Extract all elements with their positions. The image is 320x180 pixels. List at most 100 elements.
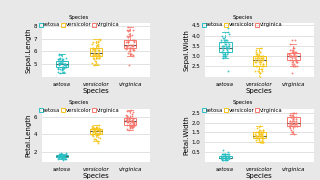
- Point: [61, 66, 67, 69]
- Point: [128, 119, 133, 122]
- Point: [126, 124, 131, 127]
- Point: [94, 56, 100, 59]
- Point: [287, 59, 292, 62]
- Point: [57, 154, 62, 157]
- Point: [259, 133, 264, 136]
- Y-axis label: Sepal.Length: Sepal.Length: [26, 27, 32, 73]
- Point: [290, 63, 295, 66]
- Point: [91, 130, 96, 132]
- Point: [96, 131, 101, 134]
- Legend: setosa, versicolor, virginica: setosa, versicolor, virginica: [39, 14, 120, 28]
- Point: [258, 135, 263, 138]
- Point: [288, 55, 293, 58]
- Point: [287, 125, 292, 128]
- Point: [56, 66, 61, 69]
- Point: [293, 65, 298, 68]
- Point: [130, 124, 135, 127]
- Point: [56, 154, 61, 157]
- Point: [254, 55, 260, 58]
- Point: [219, 157, 224, 159]
- Point: [90, 47, 95, 50]
- Point: [287, 53, 292, 56]
- Point: [124, 118, 129, 120]
- Point: [57, 52, 62, 55]
- Point: [260, 141, 265, 144]
- Point: [58, 155, 63, 158]
- Point: [97, 124, 102, 127]
- Point: [56, 64, 61, 67]
- Point: [58, 61, 63, 64]
- Point: [60, 65, 65, 68]
- Point: [128, 46, 133, 49]
- Point: [127, 122, 132, 125]
- Point: [259, 141, 264, 144]
- Point: [56, 155, 61, 158]
- Y-axis label: Petal.Width: Petal.Width: [184, 116, 190, 155]
- Point: [260, 135, 265, 138]
- Point: [127, 117, 132, 120]
- Point: [57, 57, 62, 60]
- Point: [220, 47, 225, 50]
- Point: [260, 131, 266, 134]
- Point: [291, 51, 296, 53]
- Point: [124, 35, 129, 38]
- Point: [225, 49, 230, 51]
- Point: [131, 41, 136, 44]
- Point: [254, 135, 259, 138]
- Point: [293, 61, 298, 64]
- Point: [95, 45, 100, 48]
- Point: [259, 135, 264, 138]
- Point: [132, 123, 137, 126]
- Point: [131, 120, 136, 123]
- Point: [259, 47, 264, 50]
- Point: [59, 155, 64, 158]
- Point: [290, 51, 295, 53]
- Point: [89, 46, 94, 49]
- Point: [291, 111, 296, 114]
- Point: [290, 125, 295, 128]
- Point: [221, 155, 227, 158]
- Point: [219, 157, 224, 159]
- Point: [227, 42, 232, 45]
- Point: [127, 52, 132, 55]
- Point: [259, 139, 264, 142]
- Point: [289, 55, 294, 58]
- Point: [224, 55, 229, 58]
- Point: [125, 41, 130, 44]
- Point: [288, 127, 293, 130]
- Point: [90, 41, 95, 44]
- Point: [288, 49, 293, 51]
- Point: [124, 47, 129, 50]
- Point: [130, 119, 135, 122]
- Point: [220, 49, 226, 51]
- Point: [292, 51, 297, 53]
- Point: [95, 49, 100, 51]
- Point: [126, 40, 131, 43]
- X-axis label: Species: Species: [246, 173, 273, 179]
- Point: [97, 37, 102, 40]
- Point: [58, 61, 63, 64]
- Point: [125, 28, 130, 31]
- Point: [255, 137, 260, 140]
- Point: [288, 115, 293, 118]
- Point: [94, 134, 99, 137]
- Point: [291, 117, 296, 120]
- Point: [95, 42, 100, 45]
- Point: [90, 125, 95, 128]
- Point: [256, 131, 261, 134]
- Point: [293, 51, 298, 53]
- Point: [132, 124, 137, 127]
- Point: [124, 119, 129, 122]
- Point: [292, 111, 297, 114]
- Point: [260, 137, 266, 140]
- Point: [224, 47, 229, 50]
- Point: [56, 63, 61, 66]
- Point: [223, 157, 228, 159]
- Point: [130, 123, 135, 126]
- Point: [291, 115, 296, 118]
- Point: [59, 155, 64, 158]
- Point: [56, 155, 61, 158]
- Point: [95, 136, 100, 138]
- Point: [97, 55, 102, 58]
- Point: [131, 124, 136, 127]
